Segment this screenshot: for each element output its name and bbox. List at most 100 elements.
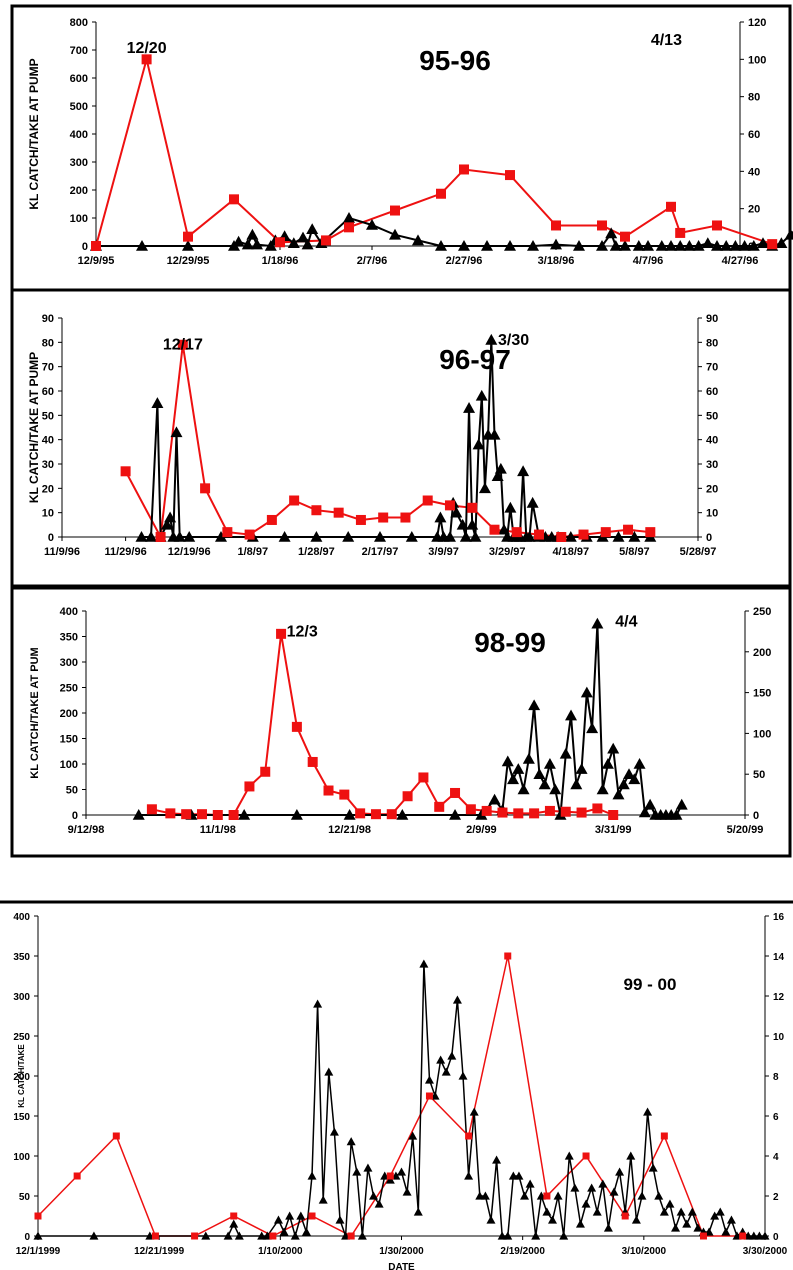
black-triangle-marker	[246, 228, 259, 240]
right-tick-label: 20	[748, 204, 760, 216]
black-triangle-marker	[528, 699, 541, 711]
red-square-marker	[333, 507, 344, 518]
black-triangle-marker	[575, 1219, 585, 1228]
red-square-marker	[497, 807, 508, 818]
black-triangle-marker	[633, 758, 646, 769]
red-square-marker	[355, 808, 366, 819]
right-tick-label: 2	[773, 1192, 779, 1203]
x-axis-label: DATE	[388, 1262, 415, 1270]
black-triangle-marker	[512, 763, 525, 774]
black-triangle-marker	[682, 1219, 692, 1228]
black-triangle-marker	[449, 809, 462, 820]
black-triangle-marker	[374, 531, 386, 542]
black-triangle-marker	[413, 1207, 423, 1216]
red-square-marker	[504, 952, 512, 960]
black-triangle-marker	[665, 1199, 675, 1208]
right-tick-label: 40	[748, 166, 760, 178]
x-tick-label: 11/9/96	[44, 546, 80, 558]
left-tick-label: 800	[70, 17, 88, 29]
chart-3: 0 50 100 150 200 250 300 350 400 0 50 100 150 200 250 9…	[10, 586, 792, 858]
black-triangle-marker	[784, 228, 793, 240]
black-triangle-marker	[542, 1207, 552, 1216]
red-square-marker	[578, 529, 589, 540]
x-tick-label: 12/19/96	[168, 546, 211, 558]
black-triangle-marker	[609, 240, 622, 251]
black-triangle-marker	[623, 768, 636, 779]
right-tick-label: 20	[706, 483, 718, 495]
black-triangle-marker	[447, 1051, 457, 1060]
red-square-marker	[200, 483, 211, 494]
x-tick-label: 1/8/97	[238, 546, 269, 558]
red-square-marker	[91, 241, 101, 251]
black-triangle-marker	[459, 531, 472, 542]
black-triangle-marker	[523, 531, 536, 542]
black-triangle-marker	[183, 531, 196, 542]
black-triangle-marker	[132, 809, 145, 820]
red-square-marker	[183, 231, 193, 242]
left-tick-label: 90	[42, 313, 54, 325]
red-square-marker	[230, 1212, 238, 1220]
black-triangle-marker	[472, 438, 485, 450]
red-square-marker	[529, 808, 540, 819]
x-tick-label: 4/18/97	[552, 546, 589, 558]
red-series-line	[124, 344, 651, 541]
x-tick-label: 2/27/96	[446, 255, 483, 267]
peak-date-annotation: 12/3	[287, 624, 318, 641]
right-tick-label: 30	[706, 459, 718, 471]
black-triangle-marker	[335, 1215, 345, 1224]
black-triangle-marker	[494, 462, 507, 474]
black-triangle-marker	[424, 1075, 434, 1084]
red-square-marker	[699, 1232, 707, 1240]
black-triangle-marker	[290, 809, 303, 820]
black-triangle-marker	[615, 1167, 625, 1176]
right-tick-label: 10	[706, 508, 718, 520]
black-triangle-marker	[504, 240, 516, 251]
red-square-marker	[465, 804, 476, 815]
black-triangle-marker	[346, 1137, 356, 1146]
black-triangle-marker	[648, 1163, 658, 1172]
x-tick-label: 5/8/97	[619, 546, 650, 558]
black-triangle-marker	[434, 511, 447, 523]
black-triangle-marker	[591, 617, 604, 629]
left-tick-label: 400	[60, 606, 78, 618]
black-triangle-marker	[503, 1231, 513, 1240]
red-square-marker	[370, 809, 381, 820]
right-tick-label: 14	[773, 952, 785, 963]
black-triangle-marker	[329, 1127, 339, 1136]
black-triangle-marker	[492, 1155, 502, 1164]
black-triangle-marker	[501, 755, 514, 767]
red-square-marker	[165, 808, 176, 819]
left-tick-label: 150	[13, 1112, 30, 1123]
black-triangle-marker	[580, 686, 593, 698]
left-tick-label: 50	[42, 410, 54, 422]
black-triangle-marker	[565, 709, 578, 721]
black-triangle-marker	[642, 240, 654, 251]
y-axis-label: KL CATCH/TAKE	[17, 1044, 26, 1108]
x-tick-label: 3/31/99	[595, 824, 632, 836]
red-square-marker	[489, 524, 500, 535]
chart-2: 0 10 20 30 40 50 60 70 80 90 0 10 20 30 40 50 60 70 80 90 11…	[10, 288, 792, 588]
right-tick-label: 80	[748, 92, 760, 104]
x-tick-label: 1/30/2000	[379, 1246, 424, 1257]
red-square-marker	[434, 801, 445, 812]
red-square-marker	[712, 220, 722, 231]
right-tick-label: 120	[748, 17, 766, 29]
red-square-marker	[675, 227, 686, 238]
red-square-marker	[465, 1132, 473, 1140]
black-triangle-marker	[324, 1067, 334, 1076]
black-triangle-marker	[343, 212, 355, 223]
black-triangle-marker	[747, 240, 760, 251]
x-tick-label: 11/29/96	[104, 546, 146, 558]
black-triangle-marker	[223, 1231, 233, 1240]
black-triangle-marker	[517, 465, 530, 477]
black-triangle-marker	[692, 240, 705, 251]
black-triangle-marker	[605, 227, 618, 239]
black-triangle-marker	[533, 768, 546, 779]
chart-frame	[10, 288, 792, 588]
right-tick-label: 150	[753, 688, 771, 700]
black-triangle-marker	[160, 518, 173, 530]
left-tick-label: 200	[13, 1072, 30, 1083]
black-triangle-marker	[710, 1211, 720, 1220]
chart-frame	[0, 900, 793, 904]
black-series-line	[138, 623, 683, 816]
